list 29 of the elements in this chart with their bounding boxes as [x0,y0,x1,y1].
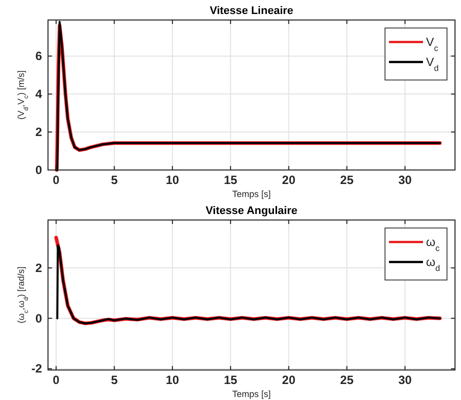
y-tick-label: 0 [35,163,42,177]
x-tick-label: 10 [166,173,180,187]
y-tick-label: 4 [35,87,42,102]
x-axis-title: Temps [s] [232,389,271,399]
x-tick-label: 0 [52,173,60,187]
x-tick-label: 5 [110,373,118,387]
x-tick-label: 15 [224,373,238,387]
legend-label: V$_{c}$ [426,35,438,53]
chart-title: Vitesse Lineaire [210,5,294,17]
legend-label: V$_{d}$ [426,55,440,73]
x-tick-label: 25 [340,173,354,187]
x-tick-label: 30 [398,173,412,187]
x-tick-label: 5 [110,173,118,187]
x-tick-label: 30 [398,373,412,387]
x-tick-label: 15 [224,173,238,187]
legend-label: ω$_{c}$ [426,235,440,253]
x-axis-title: Temps [s] [232,189,271,199]
x-tick-label: 0 [52,373,60,387]
y-tick-label: 6 [35,49,42,64]
chart-title: Vitesse Angulaire [206,205,298,217]
y-tick-label: 2 [35,260,42,275]
y-tick-label: -2 [31,362,42,376]
x-tick-label: 20 [282,373,296,387]
legend-label: ω$_{d}$ [426,255,440,273]
y-tick-label: 0 [35,311,42,326]
x-tick-label: 20 [282,173,296,187]
y-tick-label: 2 [35,125,42,140]
x-tick-label: 10 [166,373,180,387]
x-tick-label: 25 [340,373,354,387]
